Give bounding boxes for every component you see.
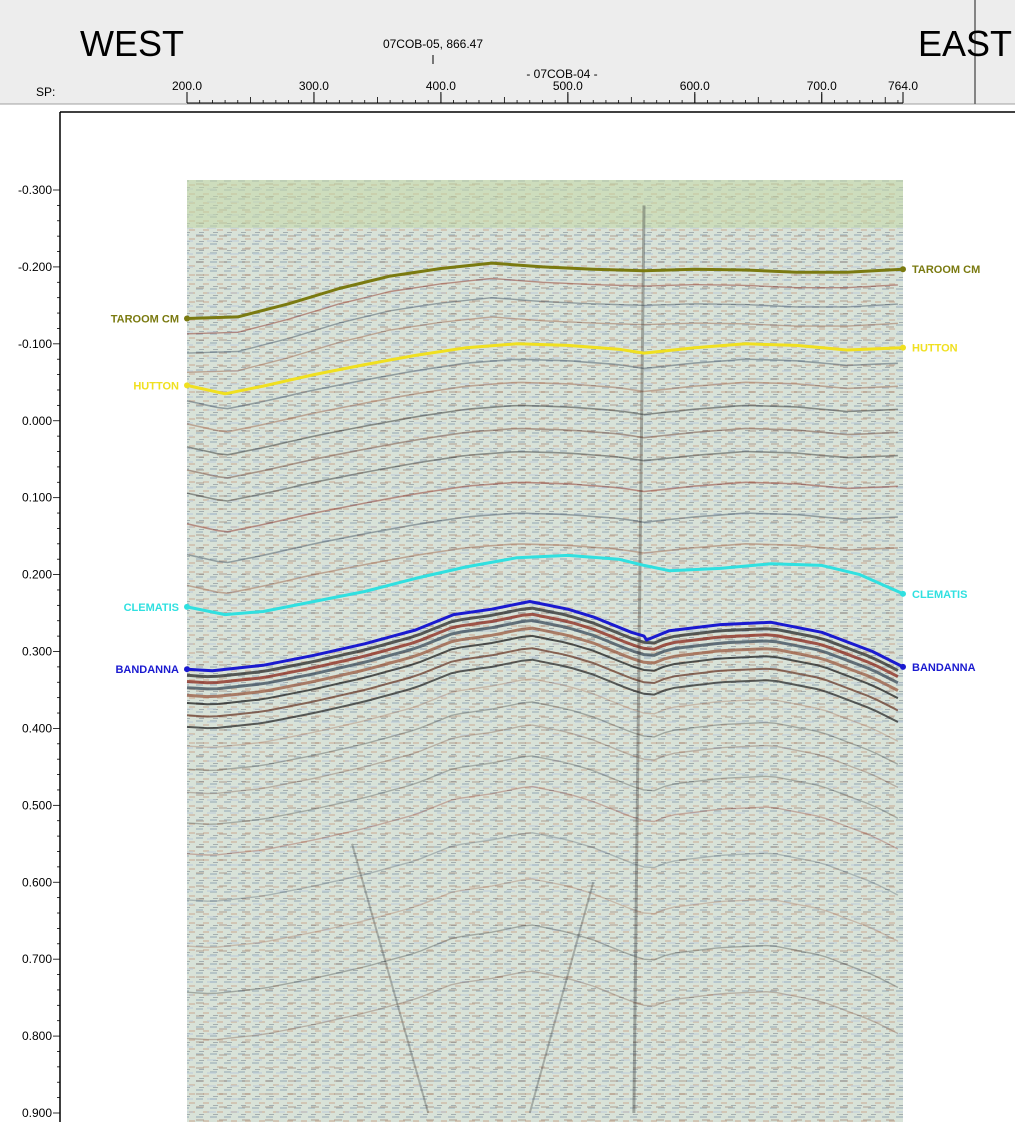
x-tick-label: 764.0: [888, 79, 918, 93]
y-tick-label: 0.700: [22, 952, 52, 966]
y-tick-label: -0.300: [18, 183, 52, 197]
reflector-band: [186, 381, 898, 433]
reflector-band: [186, 277, 898, 335]
y-tick-label: 0.900: [22, 1106, 52, 1120]
reflector-band: [186, 647, 899, 718]
y-tick-label: 0.400: [22, 721, 52, 735]
reflector-band: [186, 755, 899, 826]
horizon-endpoint: [184, 315, 190, 322]
horizon-label-right: TAROOM CM: [912, 264, 980, 276]
horizon-label-right: CLEMATIS: [912, 589, 967, 601]
seismic-top-band: [187, 180, 903, 228]
horizon-endpoint: [900, 266, 906, 273]
horizon-label-left: TAROOM CM: [111, 313, 179, 325]
reflector-band: [186, 316, 898, 373]
reflector-bands: [186, 277, 899, 1041]
reflector-band: [186, 512, 898, 564]
horizon-labels: TAROOM CM TAROOM CM HUTTON HUTTON CLEMATIS CL…: [111, 264, 980, 676]
reflector-band: [186, 481, 898, 533]
east-label: EAST: [918, 23, 1012, 64]
y-tick-label: 0.000: [22, 414, 52, 428]
fault-streak: [632, 205, 646, 1114]
horizon-endpoint: [184, 382, 190, 389]
horizon-endpoint: [900, 663, 906, 670]
y-tick-label: 0.600: [22, 875, 52, 889]
y-tick-label: 0.300: [22, 645, 52, 659]
line-name-label: - 07COB-04 -: [526, 67, 597, 81]
x-tick-label: 400.0: [426, 79, 456, 93]
fault-streak: [528, 881, 595, 1114]
horizon-clematis: [186, 553, 904, 617]
reflector-band: [186, 924, 899, 995]
y-tick-label: 0.200: [22, 568, 52, 582]
reflector-band: [186, 878, 899, 949]
horizon-endpoint: [184, 603, 190, 610]
reflector-band: [186, 358, 898, 410]
y-axis: -0.300 -0.200 -0.100 0.000 0.100 0.200 0.300 0.…: [18, 183, 60, 1120]
x-tick-label: 600.0: [680, 79, 710, 93]
reflector-band: [186, 296, 898, 354]
x-tick-label: 200.0: [172, 79, 202, 93]
horizons: [184, 261, 906, 673]
reflector-band: [186, 606, 899, 679]
fault-streak: [351, 843, 430, 1114]
x-axis: 200.0 300.0 400.0 500.0 600.0 700.0 764.0: [172, 79, 918, 104]
reflector-band: [186, 658, 899, 730]
x-tick-label: 500.0: [553, 79, 583, 93]
y-tick-label: 0.800: [22, 1029, 52, 1043]
x-tick-label: 300.0: [299, 79, 329, 93]
y-tick-label: -0.200: [18, 260, 52, 274]
horizon-label-right: HUTTON: [912, 343, 958, 355]
horizon-hutton: [186, 342, 904, 396]
header-band: [0, 0, 1015, 104]
horizon-label-left: BANDANNA: [115, 664, 179, 676]
x-tick-label: 700.0: [807, 79, 837, 93]
horizon-label-left: HUTTON: [133, 380, 179, 392]
horizon-endpoint: [900, 344, 906, 351]
reflector-band: [186, 626, 899, 699]
tie-top-label: 07COB-05, 866.47: [383, 37, 483, 51]
y-tick-label: -0.100: [18, 337, 52, 351]
y-tick-label: 0.500: [22, 798, 52, 812]
y-tick-label: 0.100: [22, 491, 52, 505]
reflector-band: [186, 612, 899, 685]
horizon-taroom-cm: [186, 261, 904, 320]
reflector-band: [186, 785, 899, 856]
west-label: WEST: [80, 23, 184, 64]
reflector-band: [186, 970, 899, 1041]
reflector-band: [186, 427, 898, 479]
reflector-band: [186, 701, 899, 772]
horizon-label-left: CLEMATIS: [124, 602, 179, 614]
reflector-band: [186, 724, 899, 795]
fault-streaks: [351, 205, 646, 1114]
horizon-label-right: BANDANNA: [912, 662, 976, 674]
reflector-band: [186, 404, 898, 456]
reflector-band: [186, 618, 899, 691]
reflector-band: [186, 678, 899, 749]
horizon-endpoint: [900, 590, 906, 597]
reflector-band: [186, 634, 899, 706]
seismic-image: [186, 180, 903, 1122]
reflector-band: [186, 542, 898, 595]
reflector-band: [186, 450, 898, 502]
reflector-band: [186, 832, 899, 902]
horizon-bandanna: [186, 600, 904, 673]
sp-label: SP:: [36, 85, 55, 99]
horizon-endpoint: [184, 666, 190, 673]
